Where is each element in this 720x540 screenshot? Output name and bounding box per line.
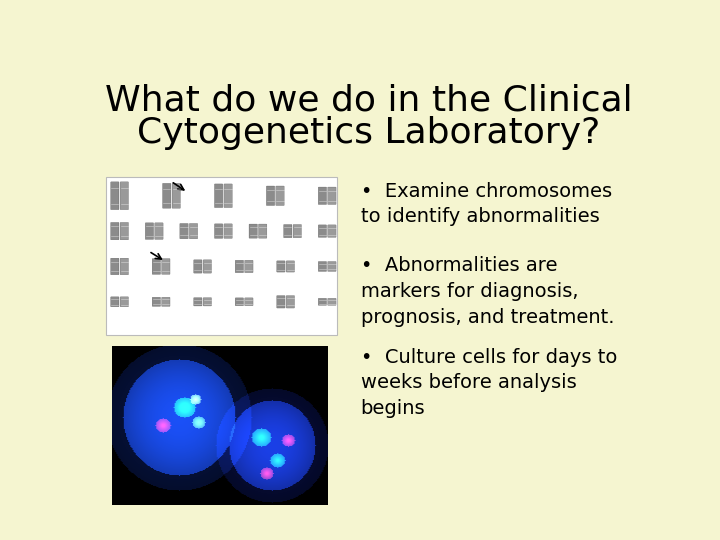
FancyBboxPatch shape bbox=[111, 222, 119, 240]
FancyBboxPatch shape bbox=[203, 260, 212, 273]
FancyBboxPatch shape bbox=[162, 297, 170, 306]
FancyBboxPatch shape bbox=[152, 297, 161, 306]
FancyBboxPatch shape bbox=[145, 223, 153, 239]
FancyBboxPatch shape bbox=[318, 261, 327, 272]
FancyBboxPatch shape bbox=[194, 260, 202, 273]
FancyBboxPatch shape bbox=[162, 259, 170, 274]
FancyBboxPatch shape bbox=[120, 297, 128, 307]
FancyBboxPatch shape bbox=[293, 225, 302, 238]
FancyBboxPatch shape bbox=[286, 261, 294, 272]
FancyBboxPatch shape bbox=[155, 223, 163, 239]
Text: •  Abnormalities are
markers for diagnosis,
prognosis, and treatment.: • Abnormalities are markers for diagnosi… bbox=[361, 256, 614, 327]
FancyBboxPatch shape bbox=[111, 258, 119, 275]
FancyBboxPatch shape bbox=[245, 298, 253, 306]
FancyBboxPatch shape bbox=[152, 259, 161, 274]
Text: •  Examine chromosomes
to identify abnormalities: • Examine chromosomes to identify abnorm… bbox=[361, 182, 612, 226]
FancyBboxPatch shape bbox=[266, 186, 275, 206]
FancyBboxPatch shape bbox=[111, 182, 119, 210]
FancyBboxPatch shape bbox=[328, 298, 336, 305]
Text: Cytogenetics Laboratory?: Cytogenetics Laboratory? bbox=[138, 117, 600, 151]
FancyBboxPatch shape bbox=[276, 261, 285, 272]
FancyBboxPatch shape bbox=[235, 298, 243, 306]
FancyBboxPatch shape bbox=[258, 224, 267, 238]
FancyBboxPatch shape bbox=[194, 298, 202, 306]
FancyBboxPatch shape bbox=[203, 298, 212, 306]
FancyBboxPatch shape bbox=[328, 187, 336, 205]
Text: •  Culture cells for days to
weeks before analysis
begins: • Culture cells for days to weeks before… bbox=[361, 348, 617, 418]
Bar bbox=[106, 177, 337, 335]
FancyBboxPatch shape bbox=[249, 224, 258, 238]
FancyBboxPatch shape bbox=[276, 295, 285, 308]
FancyBboxPatch shape bbox=[245, 260, 253, 273]
FancyBboxPatch shape bbox=[120, 182, 128, 210]
FancyBboxPatch shape bbox=[215, 184, 222, 207]
FancyBboxPatch shape bbox=[318, 225, 327, 238]
FancyBboxPatch shape bbox=[318, 298, 327, 305]
FancyBboxPatch shape bbox=[163, 183, 171, 208]
FancyBboxPatch shape bbox=[224, 184, 233, 207]
FancyBboxPatch shape bbox=[224, 224, 233, 238]
FancyBboxPatch shape bbox=[235, 260, 243, 273]
FancyBboxPatch shape bbox=[215, 224, 222, 238]
FancyBboxPatch shape bbox=[284, 225, 292, 238]
FancyBboxPatch shape bbox=[276, 186, 284, 206]
FancyBboxPatch shape bbox=[180, 224, 188, 239]
FancyBboxPatch shape bbox=[286, 295, 294, 308]
FancyBboxPatch shape bbox=[189, 224, 198, 239]
FancyBboxPatch shape bbox=[120, 222, 128, 240]
FancyBboxPatch shape bbox=[120, 258, 128, 275]
FancyBboxPatch shape bbox=[328, 225, 336, 238]
FancyBboxPatch shape bbox=[318, 187, 327, 205]
Text: What do we do in the Clinical: What do we do in the Clinical bbox=[105, 83, 633, 117]
FancyBboxPatch shape bbox=[111, 297, 119, 307]
FancyBboxPatch shape bbox=[328, 261, 336, 272]
FancyBboxPatch shape bbox=[172, 183, 181, 208]
